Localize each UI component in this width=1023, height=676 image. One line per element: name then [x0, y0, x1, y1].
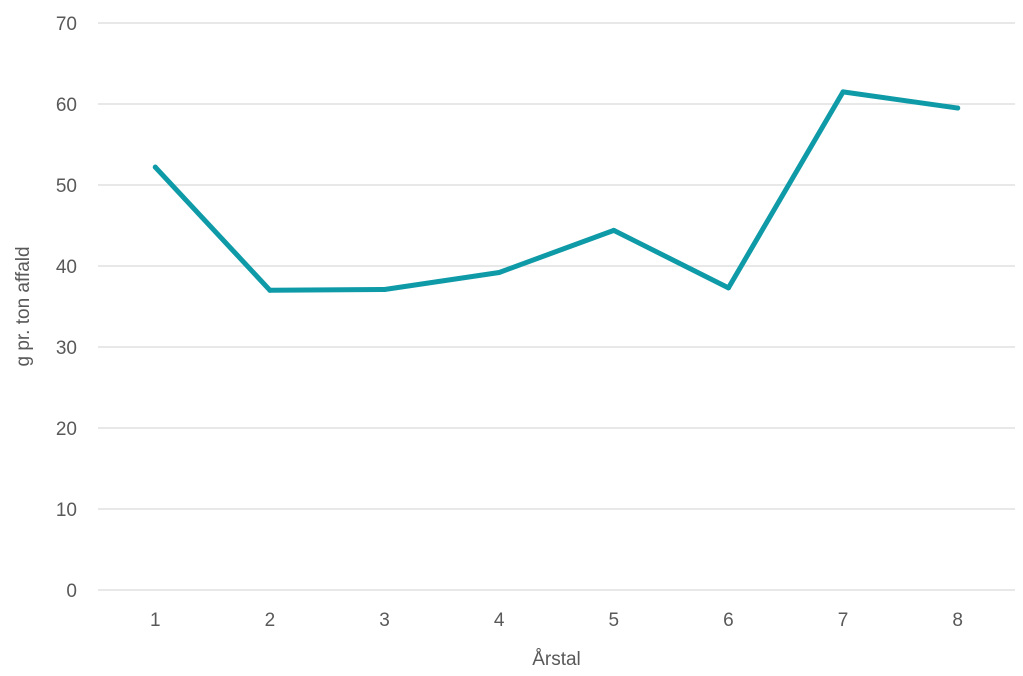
- data-point: [382, 286, 388, 292]
- y-tick-label: 0: [66, 581, 77, 602]
- x-tick-label: 7: [838, 610, 849, 631]
- y-tick-label: 20: [56, 419, 77, 440]
- data-point: [955, 105, 961, 111]
- series-layer: [152, 89, 961, 293]
- x-axis-title: Årstal: [532, 649, 581, 670]
- x-tick-label: 3: [379, 610, 390, 631]
- y-tick-label: 10: [56, 500, 77, 521]
- gridlines: [98, 22, 1015, 591]
- y-axis-ticks: 0 10 20 30 40 50 60 70: [56, 14, 77, 602]
- y-tick-label: 50: [56, 176, 77, 197]
- x-tick-label: 4: [494, 610, 505, 631]
- x-tick-label: 2: [265, 610, 276, 631]
- x-tick-label: 6: [723, 610, 734, 631]
- y-tick-label: 30: [56, 338, 77, 359]
- x-tick-label: 8: [952, 610, 963, 631]
- x-axis-ticks: 1 2 3 4 5 6 7 8: [150, 610, 963, 631]
- series-line-0: [152, 89, 961, 293]
- y-tick-label: 70: [56, 14, 77, 35]
- x-tick-label: 5: [609, 610, 620, 631]
- data-point: [152, 164, 158, 170]
- data-point: [840, 89, 846, 95]
- y-axis-title: g pr. ton affald: [13, 246, 34, 366]
- data-point: [496, 269, 502, 275]
- data-point: [611, 227, 617, 233]
- y-tick-label: 60: [56, 95, 77, 116]
- data-point: [267, 287, 273, 293]
- data-point: [725, 285, 731, 291]
- x-tick-label: 1: [150, 610, 161, 631]
- y-tick-label: 40: [56, 257, 77, 278]
